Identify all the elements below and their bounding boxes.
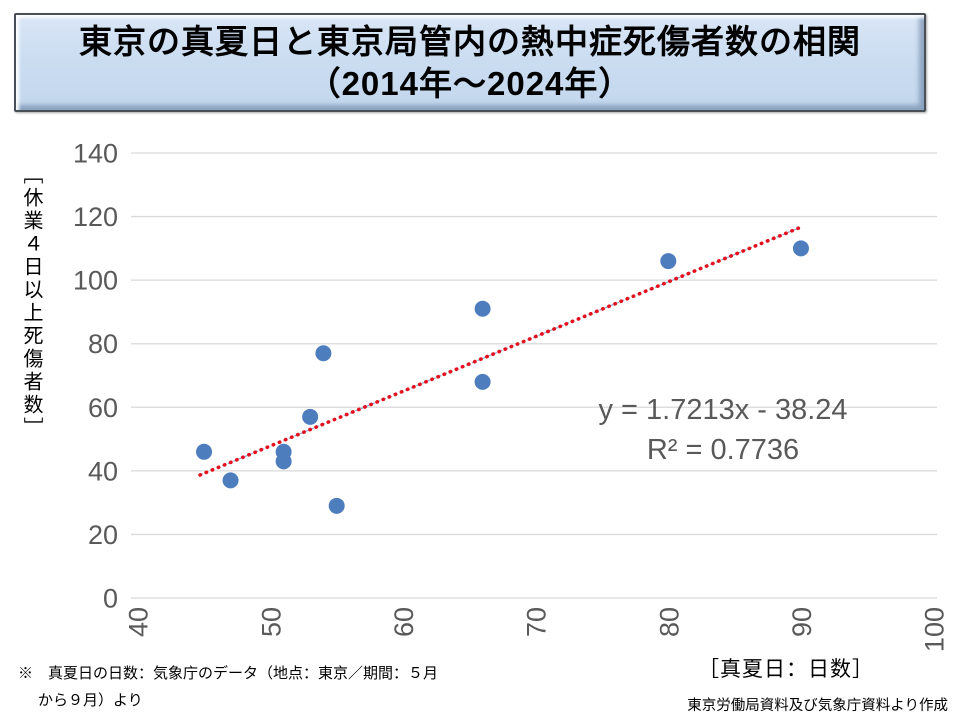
y-tick-label: 100	[73, 266, 118, 296]
data-point	[222, 472, 239, 489]
footnote: ※ 真夏日の日数：気象庁のデータ（地点：東京／期間：５月 から９月）より	[18, 660, 438, 714]
x-tick-label: 80	[654, 607, 684, 637]
y-tick-label: 120	[73, 202, 118, 232]
y-tick-label: 80	[88, 329, 118, 359]
data-point	[328, 497, 345, 514]
y-axis-title: ［休業４日以上死傷者数］	[20, 164, 42, 440]
data-point	[275, 453, 292, 470]
footnote-line1: ※ 真夏日の日数：気象庁のデータ（地点：東京／期間：５月	[18, 665, 439, 682]
data-point	[196, 443, 213, 460]
footnote-line2: から９月）より	[38, 692, 143, 709]
page-title-line1: 東京の真夏日と東京局管内の熱中症死傷者数の相関	[79, 22, 861, 60]
x-tick-label: 40	[124, 607, 154, 637]
data-point	[660, 253, 677, 270]
trendline-equation: y = 1.7213x - 38.24 R² = 0.7736	[558, 390, 888, 470]
y-tick-label: 140	[73, 139, 118, 169]
title-banner: 東京の真夏日と東京局管内の熱中症死傷者数の相関 （2014年～2024年）	[14, 13, 926, 112]
source-credit: 東京労働局資料及び気象庁資料より作成	[687, 698, 948, 714]
data-point	[792, 240, 809, 257]
data-point	[315, 345, 332, 362]
y-tick-label: 40	[88, 456, 118, 486]
data-point	[302, 408, 319, 425]
y-tick-label: 0	[103, 584, 118, 614]
x-tick-label: 50	[256, 607, 286, 637]
page-title-line2: （2014年～2024年）	[307, 64, 633, 102]
data-point	[474, 300, 491, 317]
x-axis-title: ［真夏日：日数］	[698, 658, 874, 681]
x-tick-label: 60	[389, 607, 419, 637]
y-tick-label: 60	[88, 393, 118, 423]
r-squared-line: R² = 0.7736	[646, 434, 800, 466]
x-tick-label: 70	[522, 607, 552, 637]
y-tick-label: 20	[88, 520, 118, 550]
equation-line: y = 1.7213x - 38.24	[598, 394, 848, 426]
data-point	[474, 373, 491, 390]
x-tick-label: 90	[787, 607, 817, 637]
trendline	[198, 225, 802, 477]
x-tick-label: 100	[920, 607, 950, 652]
